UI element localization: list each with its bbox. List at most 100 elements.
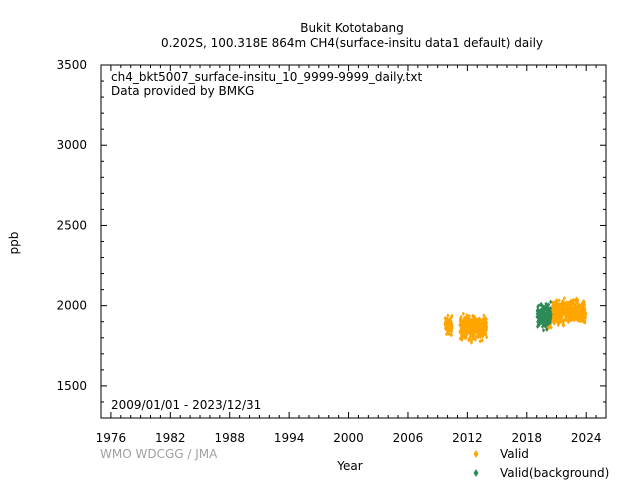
data-point (568, 312, 572, 318)
y-axis: 1500 2000 2500 3000 3500 (56, 58, 606, 419)
data-point (449, 315, 453, 320)
data-point (560, 306, 564, 311)
data-point (583, 302, 587, 308)
data-point (572, 298, 576, 303)
x-tick-label: 2018 (512, 431, 543, 445)
y-tick-label: 1500 (56, 379, 87, 393)
data-point (471, 314, 475, 319)
data-point (562, 296, 566, 301)
data-point (467, 321, 471, 326)
data-point (478, 317, 482, 323)
data-point (483, 330, 488, 335)
chart-title: Bukit Kototabang (300, 21, 404, 35)
plot-points (443, 296, 588, 345)
data-point (480, 338, 484, 343)
series-1 (535, 299, 553, 333)
data-point (473, 337, 478, 342)
data-point (576, 312, 580, 317)
data-point (448, 328, 452, 334)
data-point (465, 332, 469, 338)
data-point (545, 327, 549, 332)
period-label: 2009/01/01 - 2023/12/31 (111, 398, 261, 412)
x-axis-label: Year (336, 459, 362, 473)
data-point (548, 306, 553, 311)
data-point (558, 305, 562, 310)
data-point (450, 322, 454, 328)
data-point (459, 317, 463, 322)
data-point (461, 333, 465, 338)
x-tick-label: 1976 (96, 431, 127, 445)
data-point (583, 318, 587, 323)
data-point (576, 298, 580, 303)
x-tick-label: 2006 (393, 431, 424, 445)
data-point (465, 327, 469, 332)
data-point (447, 331, 451, 336)
data-point (549, 312, 553, 318)
data-point (467, 336, 472, 341)
data-point (481, 316, 486, 321)
data-point (541, 328, 546, 333)
y-tick-label: 2500 (56, 218, 87, 232)
data-point (476, 335, 480, 340)
y-tick-label: 2000 (56, 299, 87, 313)
data-point (469, 340, 474, 345)
data-point (539, 310, 543, 315)
data-point (473, 314, 477, 320)
legend-label-valid-background: Valid(background) (500, 466, 609, 480)
x-tick-label: 2012 (452, 431, 483, 445)
x-tick-label: 2000 (333, 431, 364, 445)
legend: Valid Valid(background) (473, 447, 609, 480)
data-point (443, 315, 447, 321)
data-point (563, 302, 567, 308)
credit-label: WMO WDCGG / JMA (100, 447, 218, 461)
data-point (552, 301, 556, 306)
data-point (485, 324, 489, 329)
data-point (555, 297, 559, 303)
data-point (584, 311, 588, 317)
y-tick-label: 3500 (56, 58, 87, 72)
data-point (540, 324, 545, 329)
data-point (450, 313, 454, 319)
data-point (579, 303, 583, 308)
data-point (560, 314, 564, 319)
data-point (561, 298, 565, 304)
data-point (549, 299, 553, 305)
legend-marker-valid-background (473, 469, 479, 477)
y-axis-label: ppb (7, 232, 21, 255)
data-point (544, 301, 548, 306)
x-axis: 1976 1982 1988 1994 2000 2006 2012 2018 2024 (96, 65, 607, 445)
legend-label-valid: Valid (500, 447, 529, 461)
data-point (565, 300, 569, 305)
data-point (467, 313, 471, 319)
data-point (547, 325, 551, 330)
data-point (562, 323, 566, 328)
data-point (459, 314, 463, 320)
data-point (558, 307, 562, 312)
data-point (449, 332, 453, 338)
data-point (546, 321, 550, 327)
data-point (544, 305, 548, 311)
data-point (545, 320, 549, 326)
data-point (583, 320, 587, 325)
data-point (578, 315, 583, 320)
data-point (582, 299, 586, 305)
data-point (449, 319, 453, 324)
data-point (463, 318, 468, 323)
x-tick-label: 2024 (571, 431, 602, 445)
data-point (567, 307, 572, 312)
data-point (476, 331, 480, 336)
data-point (546, 302, 551, 307)
data-point (484, 327, 489, 333)
data-point (539, 301, 543, 307)
data-point (537, 308, 541, 313)
x-tick-label: 1994 (274, 431, 305, 445)
data-point (450, 325, 454, 331)
data-point (464, 335, 468, 341)
plot-frame (100, 64, 607, 419)
series-0 (443, 296, 588, 345)
data-point (484, 320, 489, 326)
x-tick-label: 1982 (155, 431, 186, 445)
data-point (566, 319, 570, 325)
data-point (557, 298, 561, 303)
y-tick-label: 3000 (56, 138, 87, 152)
